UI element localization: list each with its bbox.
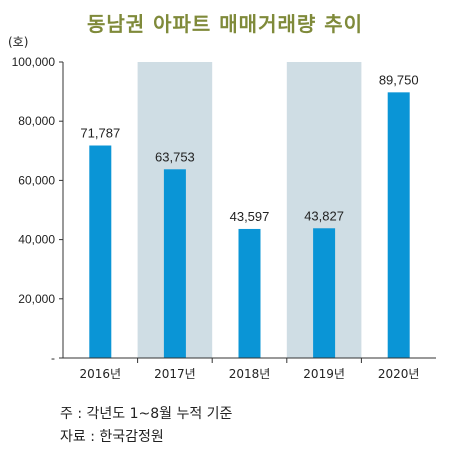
chart-title: 동남권 아파트 매매거래량 추이	[86, 12, 364, 36]
y-tick-label: 80,000	[18, 114, 55, 128]
y-axis-unit-label: (호)	[8, 35, 28, 49]
bar-3	[313, 228, 336, 358]
note-basis: 주 : 각년도 1~8월 누적 기준	[60, 406, 233, 422]
y-tick-label: 100,000	[12, 55, 56, 69]
y-tick-label: 40,000	[18, 233, 55, 247]
bar-value-label: 71,787	[80, 126, 120, 141]
bar-value-label: 43,827	[304, 208, 344, 223]
x-tick-label: 2018년	[229, 367, 271, 381]
y-tick-label: 20,000	[18, 292, 55, 306]
axes	[59, 61, 436, 363]
x-tick-label: 2016년	[80, 367, 122, 381]
y-tick-label: 60,000	[18, 173, 55, 187]
note-source: 자료 : 한국감정원	[60, 429, 164, 445]
bar-1	[163, 169, 186, 358]
bar-4	[387, 92, 410, 358]
bar-value-label: 89,750	[379, 72, 419, 87]
x-tick-label: 2020년	[378, 367, 420, 381]
y-tick-label: -	[51, 351, 55, 365]
bar-value-label: 43,597	[230, 209, 270, 224]
bar-value-label: 63,753	[155, 149, 195, 164]
bar-0	[89, 145, 112, 358]
bar-2	[238, 228, 261, 358]
bars	[89, 92, 410, 358]
x-tick-label: 2017년	[154, 367, 196, 381]
labels: 71,787 63,753 43,597 43,827 89,750 - 20,000 40,…	[8, 35, 419, 381]
x-tick-label: 2019년	[303, 367, 345, 381]
